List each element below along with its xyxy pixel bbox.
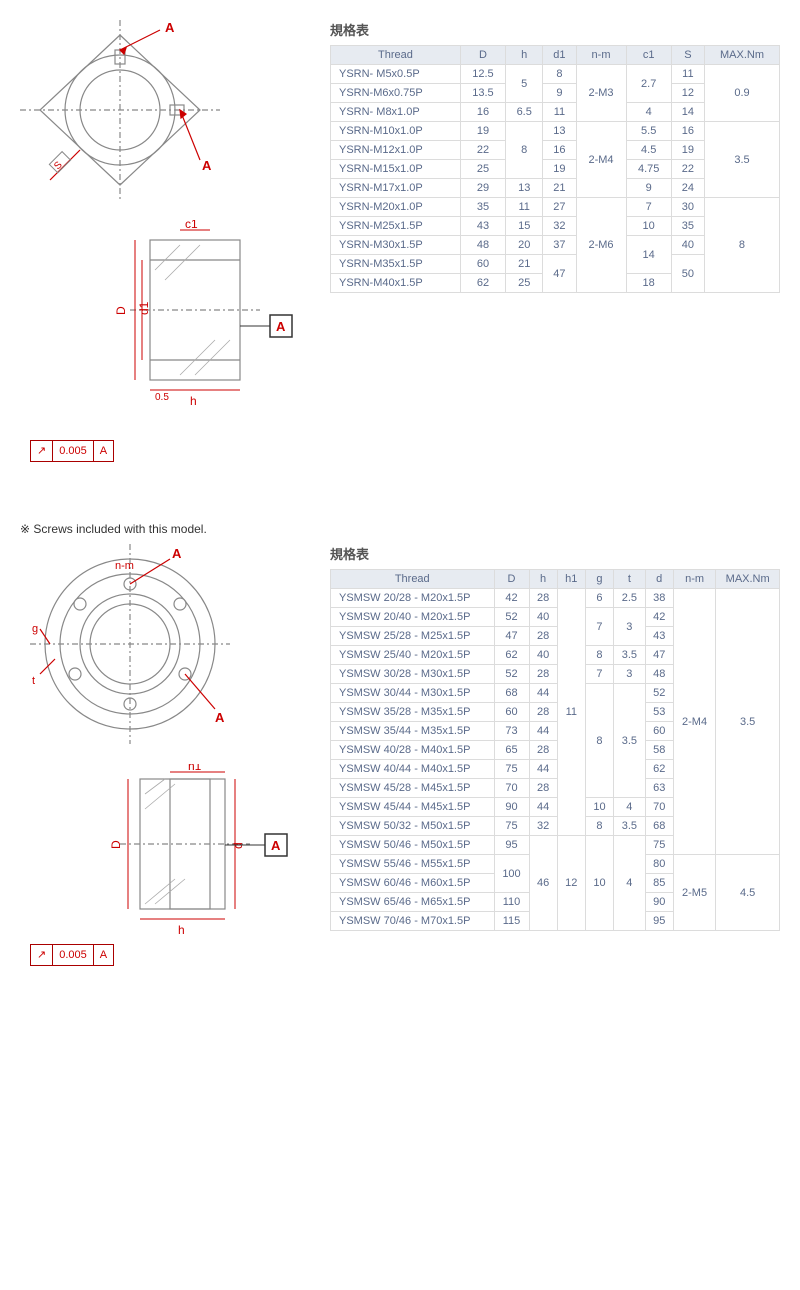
label-A-right: A	[202, 158, 212, 173]
h2-h1: h1	[557, 570, 585, 589]
label-A-box2: A	[271, 838, 281, 853]
diagram-2-side: D d h h1 A ↗ 0.005 A	[20, 764, 310, 966]
h-S: S	[671, 46, 704, 65]
svg-nut-top: A A S	[20, 20, 220, 200]
label-h: h	[190, 394, 197, 408]
label-D: D	[114, 306, 128, 315]
label-A2-top: A	[172, 546, 182, 561]
label-g: g	[32, 623, 38, 635]
h-max: MAX.Nm	[704, 46, 779, 65]
label-d1: d1	[137, 301, 151, 315]
h-c1: c1	[626, 46, 671, 65]
h2-nm: n-m	[673, 570, 715, 589]
diagram-1-top: A A S	[20, 20, 310, 200]
h-nm: n-m	[576, 46, 626, 65]
tol2-ref: A	[94, 945, 113, 965]
diagrams-1: A A S	[20, 20, 330, 482]
section-2: n-m A A g t	[20, 544, 780, 986]
tolerance-1: ↗ 0.005 A	[30, 440, 114, 462]
h-D: D	[460, 46, 505, 65]
svg-nut-side: D d1 h c1 0.5 A	[20, 220, 310, 440]
svg-ring-top: n-m A A g t	[20, 544, 240, 744]
label-h2: h	[178, 923, 185, 937]
title-2: 規格表	[330, 544, 780, 563]
note-2: ※ Screws included with this model.	[20, 522, 780, 536]
h2-h: h	[529, 570, 557, 589]
label-nm: n-m	[115, 560, 134, 572]
tol-arrow: ↗	[31, 441, 53, 461]
h-thread: Thread	[331, 46, 461, 65]
label-c1: c1	[185, 220, 198, 231]
h2-max: MAX.Nm	[716, 570, 780, 589]
diagram-2-top: n-m A A g t	[20, 544, 310, 744]
label-S: S	[52, 159, 65, 172]
label-d2: d	[231, 842, 245, 849]
tol-ref: A	[94, 441, 113, 461]
diagrams-2: n-m A A g t	[20, 544, 330, 986]
label-half: 0.5	[155, 392, 169, 403]
h-d1: d1	[543, 46, 576, 65]
h-h: h	[506, 46, 543, 65]
h2-g: g	[585, 570, 613, 589]
tolerance-2: ↗ 0.005 A	[30, 944, 114, 966]
tol2-val: 0.005	[53, 945, 94, 965]
section-1: A A S	[20, 20, 780, 482]
spec-table-2: Thread D h h1 g t d n-m MAX.Nm YSMSW 20/…	[330, 569, 780, 931]
tol-val: 0.005	[53, 441, 94, 461]
svg-ring-side: D d h h1 A	[20, 764, 310, 944]
label-A2-bot: A	[215, 710, 225, 725]
h2-d: d	[645, 570, 673, 589]
h2-t: t	[614, 570, 646, 589]
h2-thread: Thread	[331, 570, 495, 589]
label-t: t	[32, 675, 35, 687]
spec-table-1: Thread D h d1 n-m c1 S MAX.Nm YSRN- M5x0…	[330, 45, 780, 293]
label-h1: h1	[188, 764, 202, 773]
table-wrap-2: 規格表 Thread D h h1 g t d n-m MAX.Nm YSMSW…	[330, 544, 780, 931]
tol2-arrow: ↗	[31, 945, 53, 965]
diagram-1-side: D d1 h c1 0.5 A ↗ 0.005 A	[20, 220, 310, 462]
label-A-top: A	[165, 20, 175, 35]
table-wrap-1: 規格表 Thread D h d1 n-m c1 S MAX.Nm YSRN- …	[330, 20, 780, 293]
label-D2: D	[109, 840, 123, 849]
title-1: 規格表	[330, 20, 780, 39]
label-A-box1: A	[276, 319, 286, 334]
h2-D: D	[494, 570, 529, 589]
